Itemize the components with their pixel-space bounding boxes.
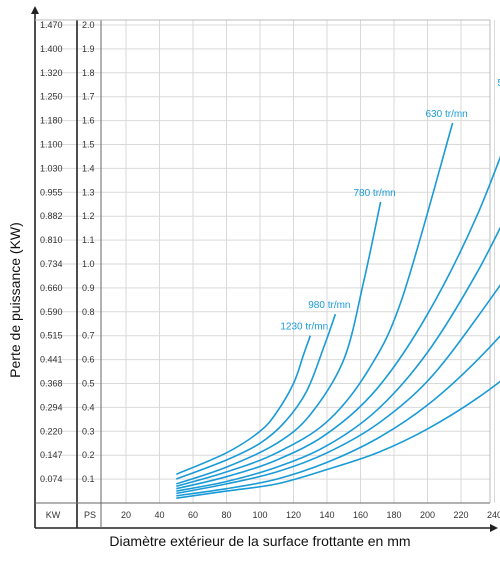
curve-labels: 1230 tr/mn 980 tr/mn 780 tr/mn 630 tr/mn 500…: [280, 78, 500, 333]
grid: [40, 20, 495, 503]
ps-tick-label: 0.2: [82, 450, 95, 460]
kw-tick-label: 0.368: [40, 379, 63, 389]
ps-tick-label: 1.5: [82, 140, 95, 150]
axis-arrow-up: [31, 6, 39, 14]
ps-tick-label: 1.6: [82, 116, 95, 126]
x-tick-label: 60: [188, 510, 198, 520]
ps-tick-label: 1.7: [82, 92, 95, 102]
kw-tick-label: 1.320: [40, 68, 63, 78]
ps-tick-label: 0.3: [82, 426, 95, 436]
x-tick-label: 200: [420, 510, 435, 520]
x-tick-label: 160: [353, 510, 368, 520]
curves: [175, 122, 500, 499]
y-axis-label: Perte de puissance (KW): [7, 222, 23, 378]
kw-tick-label: 0.882: [40, 211, 63, 221]
x-tick-label: 80: [221, 510, 231, 520]
x-axis-label: Diamètre extérieur de la surface frottan…: [109, 533, 410, 549]
ps-tick-label: 0.7: [82, 331, 95, 341]
kw-tick-label: 0.810: [40, 235, 63, 245]
kw-tick-label: 0.220: [40, 426, 63, 436]
curve-label: 500 tr/mn: [498, 78, 500, 89]
curve-780-rpm: [176, 201, 382, 485]
ps-tick-label: 1.3: [82, 187, 95, 197]
kw-tick-label: 1.030: [40, 163, 63, 173]
curve-980-rpm: [176, 313, 337, 480]
ps-tick-label: 0.6: [82, 355, 95, 365]
ps-tick-label: 0.1: [82, 474, 95, 484]
curve-630-rpm: [176, 122, 454, 488]
x-tick-label: 140: [319, 510, 334, 520]
ps-tick-label: 1.4: [82, 163, 95, 173]
kw-tick-label: 1.250: [40, 92, 63, 102]
curve-1230-rpm: [175, 335, 312, 476]
kw-tick-label: 0.074: [40, 474, 63, 484]
curve-label: 780 tr/mn: [353, 188, 395, 199]
kw-tick-label: 0.147: [40, 450, 63, 460]
ps-tick-label: 0.5: [82, 379, 95, 389]
x-tick-label: 180: [386, 510, 401, 520]
curve-label: 980 tr/mn: [308, 300, 350, 311]
curve-500-rpm: [176, 155, 500, 490]
kw-tick-label: 0.294: [40, 402, 63, 412]
kw-tick-label: 0.660: [40, 283, 63, 293]
ps-tick-label: 1.1: [82, 235, 95, 245]
x-tick-label: 240: [487, 510, 500, 520]
ps-tick-label: 0.4: [82, 402, 95, 412]
ps-tick-label: 1.2: [82, 211, 95, 221]
curve-200-rpm: [176, 380, 500, 499]
curve-250-rpm: [176, 334, 500, 497]
kw-tick-label: 1.100: [40, 140, 63, 150]
ps-tick-label: 1.9: [82, 44, 95, 54]
curve-label: 1230 tr/mn: [280, 322, 328, 333]
curve-label: 630 tr/mn: [426, 109, 468, 120]
kw-tick-label: 0.734: [40, 259, 63, 269]
x-tick-label: 120: [286, 510, 301, 520]
kw-tick-label: 1.470: [40, 20, 63, 30]
curve-320-rpm: [176, 284, 500, 495]
ps-tick-label: 1.8: [82, 68, 95, 78]
x-tick-label: 40: [154, 510, 164, 520]
kw-tick-label: 0.590: [40, 307, 63, 317]
kw-column-header: KW: [46, 510, 61, 520]
kw-tick-label: 1.180: [40, 116, 63, 126]
kw-tick-label: 0.955: [40, 187, 63, 197]
curve-400-rpm: [176, 226, 500, 492]
ps-column-header: PS: [84, 510, 96, 520]
ps-tick-label: 0.8: [82, 307, 95, 317]
tick-labels: 0.1 0.074 0.2 0.147 0.3 0.220 0.4 0.294 0.5 0.368…: [40, 20, 500, 520]
chart-frame: [31, 6, 498, 532]
x-tick-label: 220: [453, 510, 468, 520]
kw-tick-label: 1.400: [40, 44, 63, 54]
kw-tick-label: 0.515: [40, 331, 63, 341]
kw-tick-label: 0.441: [40, 355, 63, 365]
x-tick-label: 20: [121, 510, 131, 520]
axis-arrow-right: [490, 524, 498, 532]
ps-tick-label: 2.0: [82, 20, 95, 30]
ps-tick-label: 0.9: [82, 283, 95, 293]
x-tick-label: 100: [252, 510, 267, 520]
ps-tick-label: 1.0: [82, 259, 95, 269]
